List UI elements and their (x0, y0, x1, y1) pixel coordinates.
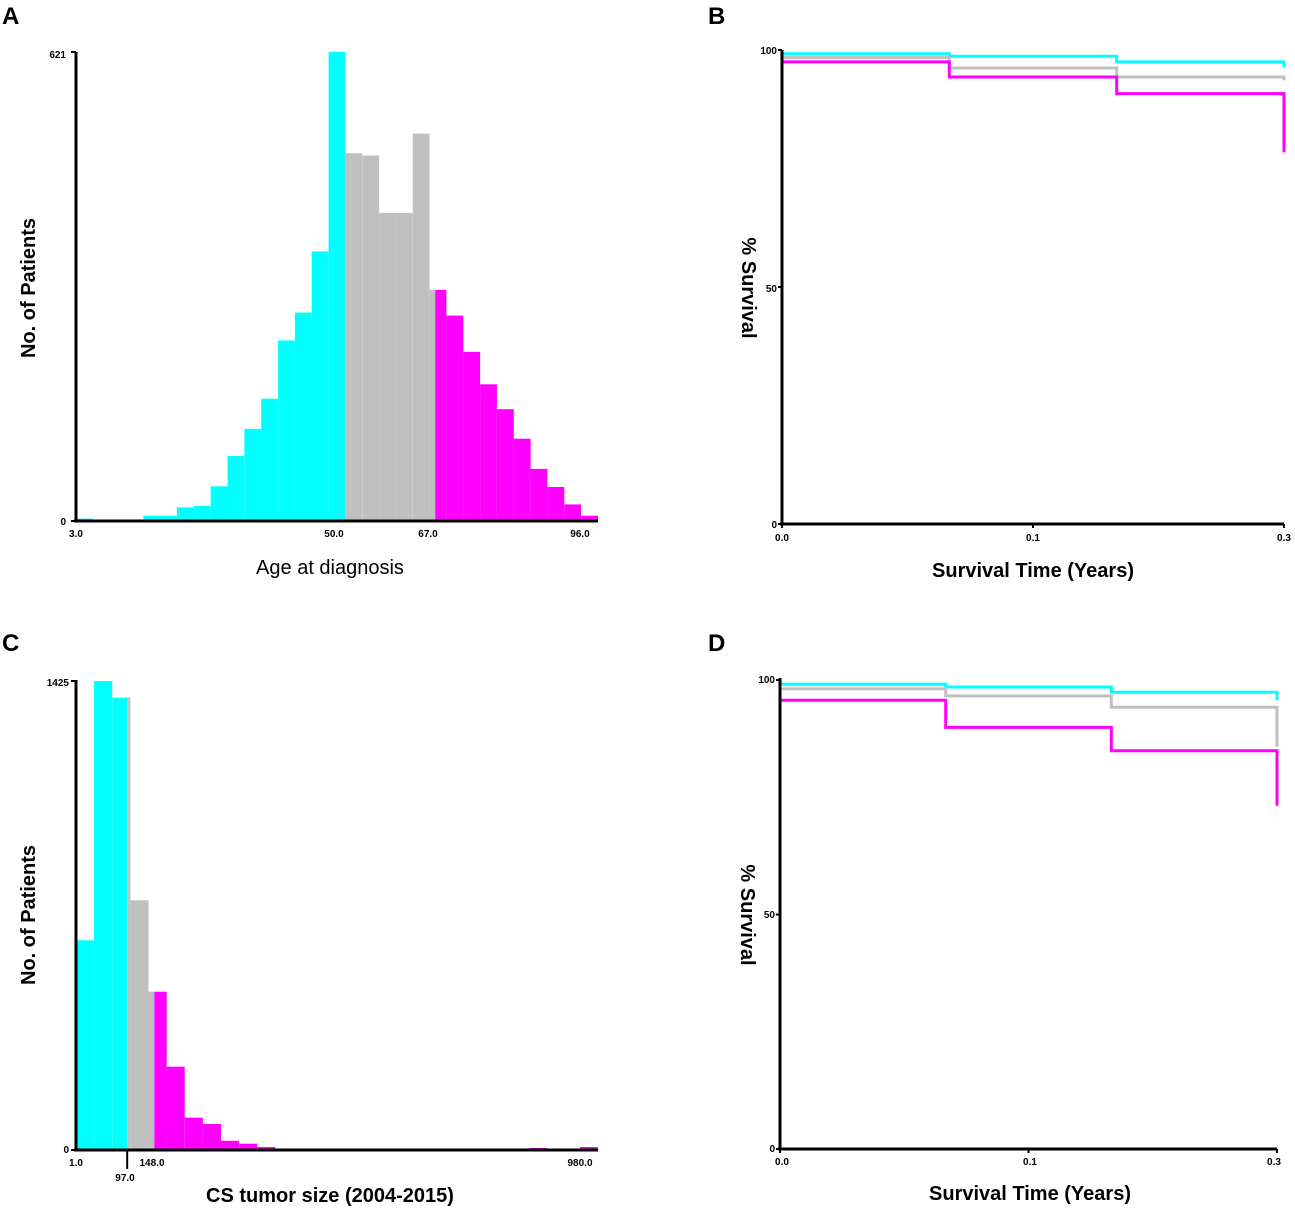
y-tick-label-d-2: 0 (769, 1144, 775, 1155)
x-axis-title-b: Survival Time (Years) (932, 560, 1134, 582)
x-tick-label-c-2: 148.0 (139, 1158, 164, 1169)
histogram-bar-a-24 (530, 468, 548, 521)
histogram-bar-c-5 (148, 991, 155, 1150)
x-axis-title-d: Survival Time (Years) (929, 1183, 1131, 1205)
histogram-bar-a-9 (294, 312, 312, 521)
histogram-bar-a-23 (513, 438, 531, 521)
histogram-bar-a-7 (261, 398, 278, 521)
histogram-bar-c-3 (127, 697, 131, 1150)
y-tick-label-d-1: 50 (764, 910, 776, 921)
x-axis-title-c: CS tumor size (2004-2015) (206, 1185, 454, 1207)
x-tick-label-a-1: 50.0 (324, 529, 344, 540)
histogram-bar-a-18 (435, 289, 447, 521)
histogram-bar-c-11 (239, 1143, 258, 1150)
panel-letter-d: D (708, 630, 725, 657)
y-tick-label-d-0: 100 (758, 675, 775, 686)
histogram-bar-a-21 (480, 384, 497, 521)
x-axis-title-a: Age at diagnosis (256, 557, 404, 579)
histogram-bar-a-3 (193, 505, 211, 521)
histogram-bar-a-19 (446, 315, 464, 521)
histogram-bars-c (76, 681, 598, 1150)
y-tick-max-c: 1425 (47, 678, 70, 689)
y-tick-label-b-0: 100 (760, 46, 777, 57)
histogram-bar-a-15 (395, 212, 413, 521)
y-axis-title-a: No. of Patients (18, 218, 40, 358)
y-tick-min-c: 0 (63, 1145, 69, 1156)
x-tick-label-c-3: 980.0 (567, 1158, 592, 1169)
survival-curves-d (778, 680, 1279, 806)
histogram-bar-a-10 (311, 251, 329, 521)
histogram-bar-a-1 (143, 515, 178, 521)
survival-line-d-young (778, 680, 1279, 701)
x-tick-label-a-3: 96.0 (570, 529, 590, 540)
x-tick-label-d-2: 0.3 (1267, 1157, 1281, 1168)
panel-b: B 100 50 0 0.0 0.1 0.3 Survival Time (Ye… (708, 3, 1291, 582)
histogram-bar-c-4 (130, 900, 149, 1150)
ticks-d (776, 679, 1278, 1153)
histogram-bar-a-14 (379, 212, 396, 521)
survival-line-d-old (778, 680, 1279, 806)
survival-line-b-young (780, 50, 1286, 68)
x-tick-label-c-0: 1.0 (69, 1158, 83, 1169)
histogram-bar-a-11 (328, 52, 346, 521)
y-tick-label-b-2: 0 (771, 520, 777, 531)
y-axis-title-b: % Survival (737, 237, 759, 338)
histogram-bars-a (76, 52, 598, 521)
histogram-bar-a-12 (345, 153, 363, 521)
histogram-bar-c-0 (76, 940, 95, 1150)
histogram-bar-a-4 (210, 486, 228, 521)
ticks-b (778, 49, 1285, 528)
histogram-bar-a-8 (278, 340, 295, 521)
histogram-bar-c-2 (112, 697, 128, 1150)
histogram-bar-c-6 (154, 991, 167, 1150)
histogram-bar-a-13 (362, 155, 380, 521)
histogram-bar-c-1 (94, 681, 113, 1150)
x-tick-label-a-2: 67.0 (418, 529, 438, 540)
histogram-bar-a-16 (412, 133, 430, 521)
x-tick-label-b-1: 0.1 (1026, 533, 1040, 544)
y-tick-min-a: 0 (60, 517, 66, 528)
histogram-bar-c-8 (184, 1117, 203, 1150)
survival-line-b-middle (780, 50, 1286, 81)
histogram-bar-c-7 (166, 1066, 185, 1150)
panel-letter-b: B (708, 3, 725, 30)
histogram-bar-c-9 (202, 1124, 221, 1150)
histogram-bar-a-20 (463, 351, 481, 521)
y-axis-title-c: No. of Patients (18, 845, 40, 985)
x-tick-label-d-1: 0.1 (1023, 1157, 1037, 1168)
histogram-bar-a-2 (177, 507, 194, 521)
panel-letter-a: A (2, 3, 19, 30)
ticks-a (71, 51, 76, 522)
y-tick-label-b-1: 50 (766, 284, 778, 295)
panel-a: A 621 0 3.0 50.0 67.0 96.0 Age at diagno… (2, 3, 598, 579)
panel-c: C 1425 0 1.0 97.0 148.0 980.0 CS tumor s… (2, 630, 598, 1207)
survival-curves-b (780, 50, 1286, 153)
x-tick-label-d-0: 0.0 (775, 1157, 789, 1168)
histogram-bar-a-6 (244, 428, 262, 521)
ticks-c (71, 680, 129, 1169)
histogram-bar-a-26 (564, 504, 582, 521)
histogram-bar-a-17 (429, 289, 436, 521)
panel-letter-c: C (2, 630, 19, 657)
x-tick-label-a-0: 3.0 (69, 529, 83, 540)
histogram-bar-a-22 (497, 409, 514, 521)
survival-line-d-middle (778, 680, 1279, 747)
histogram-bar-a-5 (227, 456, 245, 521)
histogram-bar-a-27 (581, 515, 598, 521)
y-tick-max-a: 621 (49, 50, 66, 61)
histogram-bar-a-25 (547, 487, 565, 521)
x-tick-label-b-2: 0.3 (1277, 533, 1291, 544)
histogram-bar-c-10 (221, 1140, 240, 1150)
survival-line-b-old (780, 50, 1286, 153)
x-tick-label-b-0: 0.0 (775, 533, 789, 544)
x-tick-label-c-1: 97.0 (115, 1173, 135, 1184)
panel-d: D 100 50 0 0.0 0.1 0.3 Survival Time (Ye… (708, 630, 1281, 1205)
y-axis-title-d: % Survival (736, 864, 758, 965)
